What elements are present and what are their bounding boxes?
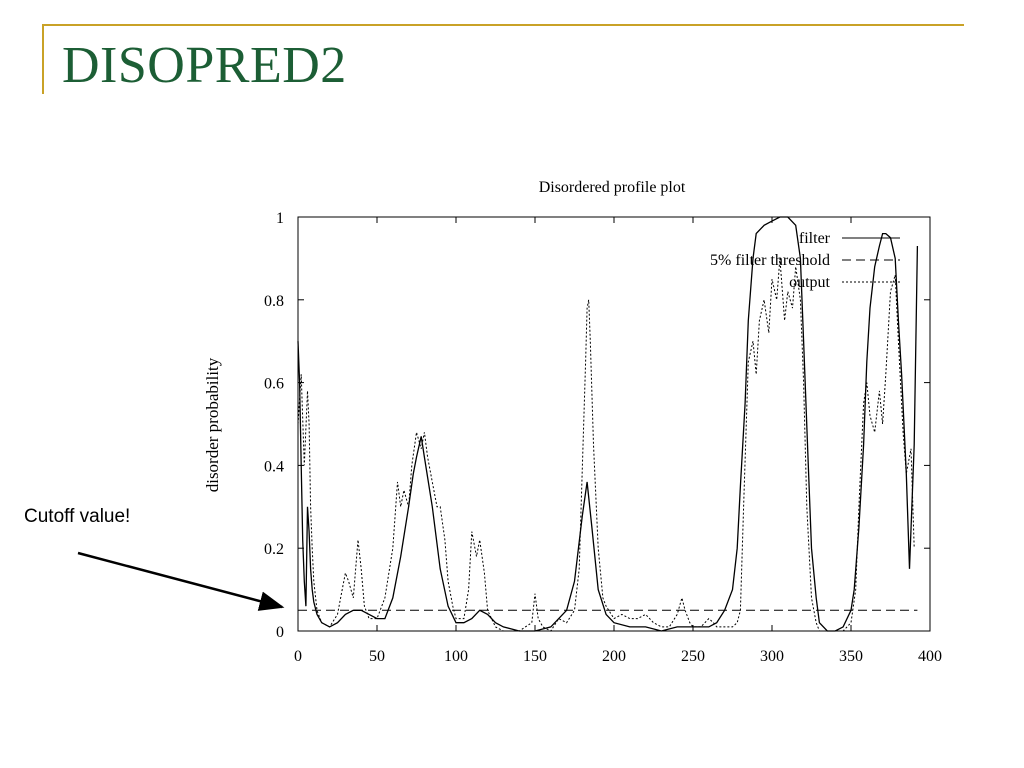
- slide-title: DISOPRED2: [62, 37, 347, 94]
- series-line-0: [297, 216, 919, 632]
- x-axis-ticks: 0 50 100 150 200 250 300 350 400: [294, 217, 942, 665]
- legend-label: output: [789, 274, 830, 291]
- series-layer: [297, 216, 919, 632]
- x-tick-label: 50: [369, 648, 385, 665]
- x-tick-label: 300: [760, 648, 784, 665]
- x-tick-label: 250: [681, 648, 705, 665]
- y-tick-label: 0.4: [264, 458, 284, 475]
- slide-left-rule: [42, 24, 44, 94]
- cutoff-annotation: Cutoff value!: [24, 506, 131, 527]
- legend-label: 5% filter threshold: [710, 252, 830, 269]
- y-tick-label: 0.8: [264, 293, 284, 310]
- slide-top-rule: [42, 24, 964, 26]
- y-tick-label: 0: [276, 624, 284, 641]
- chart-title: Disordered profile plot: [539, 179, 686, 196]
- x-tick-label: 0: [294, 648, 302, 665]
- y-axis-ticks: 0 0.2 0.4 0.6 0.8 1: [264, 210, 930, 641]
- legend-label: filter: [799, 230, 831, 247]
- x-tick-label: 400: [918, 648, 942, 665]
- y-axis-label: disorder probability: [203, 357, 222, 492]
- legend: filter 5% filter threshold output: [710, 230, 900, 291]
- x-tick-label: 200: [602, 648, 626, 665]
- plot-frame: [297, 216, 931, 632]
- x-tick-label: 100: [444, 648, 468, 665]
- series-line-2: [297, 258, 915, 632]
- x-tick-label: 150: [523, 648, 547, 665]
- y-tick-label: 0.2: [264, 541, 284, 558]
- y-tick-label: 1: [276, 210, 284, 227]
- cutoff-arrow: [77, 551, 285, 611]
- y-tick-label: 0.6: [264, 376, 284, 393]
- x-tick-label: 350: [839, 648, 863, 665]
